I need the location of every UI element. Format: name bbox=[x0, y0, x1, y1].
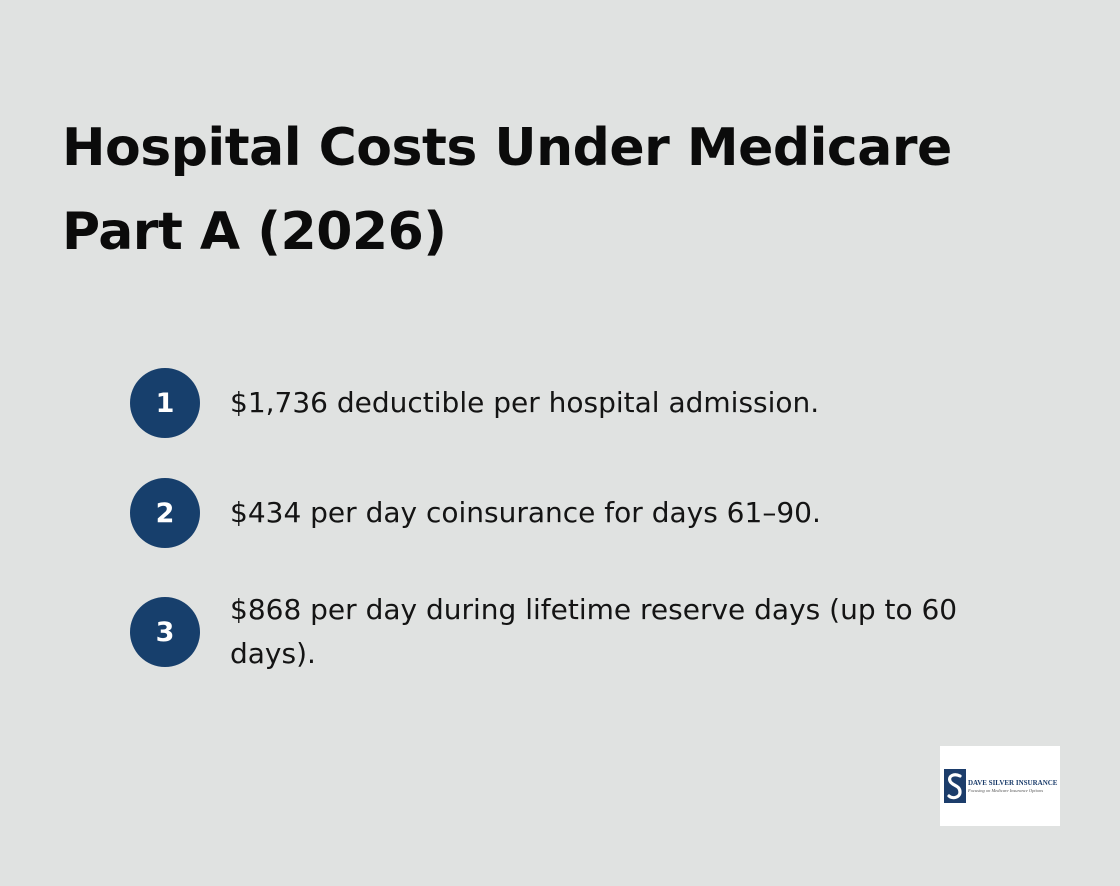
logo-tagline: Focusing on Medicare Insurance Options bbox=[968, 788, 1044, 793]
company-logo: DAVE SILVER INSURANCE Focusing on Medica… bbox=[940, 746, 1060, 826]
list-item-text: $1,736 deductible per hospital admission… bbox=[230, 386, 820, 419]
list-item-text: $434 per day coinsurance for days 61–90. bbox=[230, 496, 821, 529]
page-title: Hospital Costs Under Medicare Part A (20… bbox=[62, 118, 952, 262]
list-item: 3 $868 per day during lifetime reserve d… bbox=[130, 588, 1030, 676]
logo-name: DAVE SILVER INSURANCE bbox=[968, 779, 1058, 787]
list-item-text: $868 per day during lifetime reserve day… bbox=[230, 593, 958, 670]
number-badge: 3 bbox=[130, 597, 200, 667]
logo-s-icon bbox=[944, 769, 966, 803]
number-badge: 1 bbox=[130, 368, 200, 438]
number-badge: 2 bbox=[130, 478, 200, 548]
cost-list: 1 $1,736 deductible per hospital admissi… bbox=[130, 0, 1030, 886]
list-item: 2 $434 per day coinsurance for days 61–9… bbox=[130, 478, 1030, 548]
list-item: 1 $1,736 deductible per hospital admissi… bbox=[130, 368, 1030, 438]
